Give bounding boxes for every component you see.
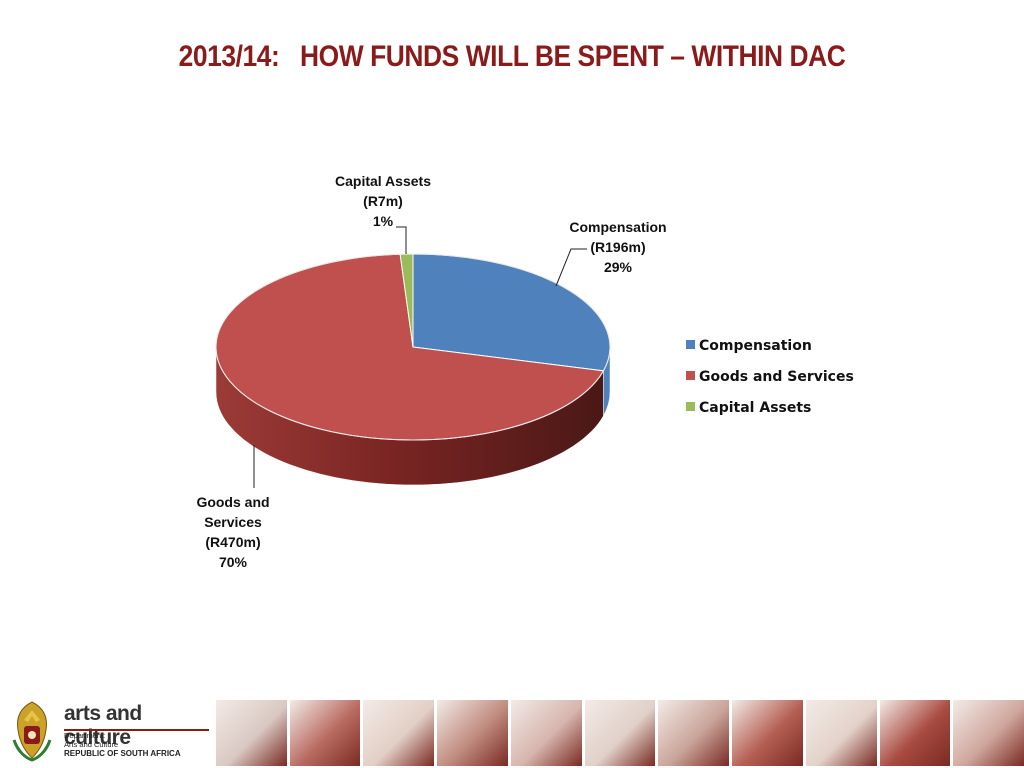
photo-tile xyxy=(879,700,951,766)
dept-line: REPUBLIC OF SOUTH AFRICA xyxy=(64,749,181,758)
pie-rim xyxy=(215,253,611,441)
photo-tile xyxy=(805,700,877,766)
footer-banner: arts and culture Department: Arts and Cu… xyxy=(0,698,1024,768)
slice-labels: Compensation (R196m) 29% Goods and Services (… xyxy=(196,173,666,570)
leader-line xyxy=(555,248,587,287)
legend-label: Goods and Services xyxy=(699,369,854,385)
photo-tile xyxy=(658,700,730,766)
slice-label-line: Capital Assets xyxy=(335,173,431,189)
logo-wordmark: arts and culture xyxy=(64,702,142,749)
dept-line: Arts and Culture xyxy=(64,740,119,749)
leader-line xyxy=(396,226,407,254)
photo-tile xyxy=(953,700,1024,766)
legend-swatch xyxy=(686,371,695,380)
slice-label-line: 1% xyxy=(373,213,394,229)
legend-swatch xyxy=(686,340,695,349)
slice-label-line: (R7m) xyxy=(363,193,403,209)
legend: Compensation Goods and Services Capital As… xyxy=(686,338,854,416)
slice-label-line: Goods and xyxy=(196,494,269,510)
slice-label: Goods and Services (R470m) 70% xyxy=(196,494,269,570)
slice-label-line: Services xyxy=(204,514,262,530)
dept-line: Department: xyxy=(64,731,106,740)
legend-label: Capital Assets xyxy=(699,400,811,416)
slice-label: Compensation (R196m) 29% xyxy=(569,219,666,275)
coat-of-arms-icon xyxy=(12,701,52,762)
slice-label-line: 29% xyxy=(604,259,633,275)
department-text: Department: Arts and Culture REPUBLIC OF… xyxy=(64,731,181,758)
leader-lines xyxy=(253,226,587,488)
photo-strip xyxy=(216,700,1024,766)
photo-tile xyxy=(363,700,435,766)
slice-label-line: (R470m) xyxy=(205,534,260,550)
photo-tile xyxy=(437,700,508,766)
slice-label-line: (R196m) xyxy=(590,239,645,255)
photo-tile xyxy=(510,700,582,766)
slice-label-line: Compensation xyxy=(569,219,666,235)
pie-chart: Compensation (R196m) 29% Goods and Services (… xyxy=(196,173,854,570)
logo-divider xyxy=(64,729,209,731)
photo-tile xyxy=(732,700,803,766)
photo-tile xyxy=(584,700,656,766)
photo-tile xyxy=(289,700,361,766)
slice-label: Capital Assets (R7m) 1% xyxy=(335,173,431,229)
legend-swatch xyxy=(686,402,695,411)
slice-label-line: 70% xyxy=(219,554,248,570)
page-title: 2013/14: HOW FUNDS WILL BE SPENT – WITHI… xyxy=(178,40,846,73)
legend-label: Compensation xyxy=(699,338,812,354)
dac-logo: arts and culture Department: Arts and Cu… xyxy=(10,698,210,768)
photo-tile xyxy=(216,700,287,766)
pie-top xyxy=(215,253,611,441)
